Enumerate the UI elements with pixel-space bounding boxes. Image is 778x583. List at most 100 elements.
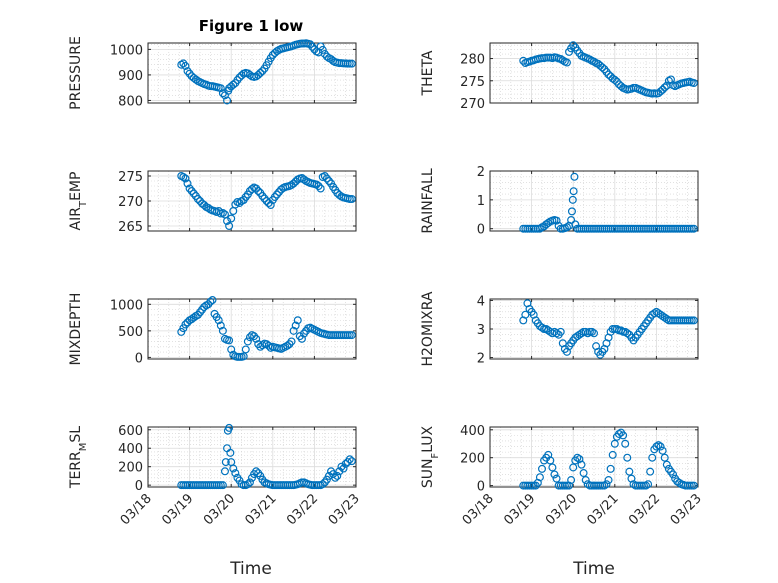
data-point (567, 216, 576, 225)
x-axis-label-left: Time (229, 559, 272, 579)
data-point (623, 453, 632, 462)
data-point (335, 191, 344, 200)
data-point (216, 321, 225, 330)
data-point (689, 224, 698, 233)
y-tick-label: 270 (460, 97, 485, 112)
data-point (287, 337, 296, 346)
data-point (297, 334, 306, 343)
y-axis-label: RAINFALL (420, 168, 436, 233)
y-tick-label: 4 (477, 294, 485, 309)
data-point (193, 195, 202, 204)
data-point (293, 316, 302, 325)
data-point (243, 337, 252, 346)
data-point (318, 480, 327, 489)
data-point (231, 200, 240, 209)
data-point (189, 189, 198, 198)
data-point (225, 222, 234, 231)
data-point (272, 190, 281, 199)
data-series (519, 428, 698, 490)
data-point (568, 195, 577, 204)
y-tick-label: 1000 (110, 43, 143, 58)
data-point (324, 177, 333, 186)
data-point (254, 187, 263, 196)
y-tick-label: 1 (477, 194, 485, 209)
data-point (226, 448, 235, 457)
data-point (289, 179, 298, 188)
data-point (537, 464, 546, 473)
data-point (654, 441, 663, 450)
data-point (569, 41, 578, 50)
data-point (602, 480, 611, 489)
data-point (644, 480, 653, 489)
data-point (214, 316, 223, 325)
data-point (206, 297, 215, 306)
y-axis-label: PRESSURE (68, 36, 84, 110)
data-point (610, 439, 619, 448)
subplot-theta: 270 275 280 THETA (420, 41, 699, 112)
y-tick-label: 200 (118, 461, 143, 476)
data-point (573, 453, 582, 462)
data-point (550, 470, 559, 479)
data-point (229, 80, 238, 89)
data-point (179, 173, 188, 182)
data-point (225, 423, 234, 432)
data-point (331, 473, 340, 482)
data-point (320, 172, 329, 181)
y-tick-label: 800 (118, 94, 143, 109)
data-point (185, 184, 194, 193)
data-point (218, 326, 227, 335)
data-point (189, 313, 198, 322)
data-point (241, 193, 250, 202)
data-point (218, 481, 227, 490)
data-point (316, 184, 325, 193)
data-point (223, 96, 232, 105)
axes-frame (147, 298, 357, 360)
data-point (521, 310, 530, 319)
data-point (214, 207, 223, 216)
y-axis-label: TERRMSL (68, 426, 89, 489)
data-point (220, 467, 229, 476)
data-point (320, 49, 329, 58)
data-point (600, 481, 609, 490)
data-point (208, 296, 217, 305)
y-tick-label: 275 (460, 75, 485, 90)
data-point (225, 336, 234, 345)
data-point (625, 467, 634, 476)
data-point (245, 478, 254, 487)
data-point (277, 185, 286, 194)
data-point (604, 476, 613, 485)
data-point (608, 450, 617, 459)
subplot-pressure: 800 900 1000 PRESSURE (68, 36, 357, 110)
data-point (322, 52, 331, 61)
y-tick-label: 270 (118, 195, 143, 210)
data-point (641, 481, 650, 490)
data-point (544, 218, 553, 227)
data-point (252, 467, 261, 476)
data-point (623, 329, 632, 338)
data-point (289, 326, 298, 335)
data-point (229, 464, 238, 473)
data-point (227, 214, 236, 223)
data-point (252, 184, 261, 193)
data-point (556, 54, 565, 63)
data-point (617, 82, 626, 91)
data-point (589, 57, 598, 66)
y-axis-label: H2OMIXRA (420, 291, 436, 366)
y-axis-label: AIRTEMP (68, 172, 89, 231)
subplot-rainfall: 0 1 2 RAINFALL (420, 165, 699, 238)
axes-frame (489, 42, 699, 104)
y-tick-label: 500 (118, 325, 143, 340)
data-point (239, 352, 248, 361)
y-tick-label: 900 (118, 69, 143, 84)
data-point (562, 223, 571, 232)
y-tick-label: 280 (460, 53, 485, 68)
data-point (610, 75, 619, 84)
data-point (658, 85, 667, 94)
data-point (612, 325, 621, 334)
data-point (204, 204, 213, 213)
y-tick-label: 265 (118, 220, 143, 235)
data-point (548, 463, 557, 472)
y-tick-label: 1000 (110, 298, 143, 313)
x-axis-label-right: Time (572, 559, 615, 579)
data-point (664, 76, 673, 85)
